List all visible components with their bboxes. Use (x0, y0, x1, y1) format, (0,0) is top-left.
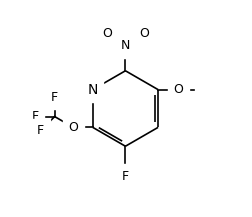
Text: F: F (32, 110, 39, 123)
Text: O: O (173, 83, 183, 96)
Text: O: O (102, 26, 112, 39)
Text: O: O (68, 121, 78, 134)
Text: F: F (37, 124, 44, 137)
Text: N: N (120, 39, 130, 53)
Text: O: O (138, 26, 148, 39)
Text: N: N (87, 83, 98, 97)
Text: F: F (51, 91, 58, 104)
Text: F: F (121, 170, 129, 183)
